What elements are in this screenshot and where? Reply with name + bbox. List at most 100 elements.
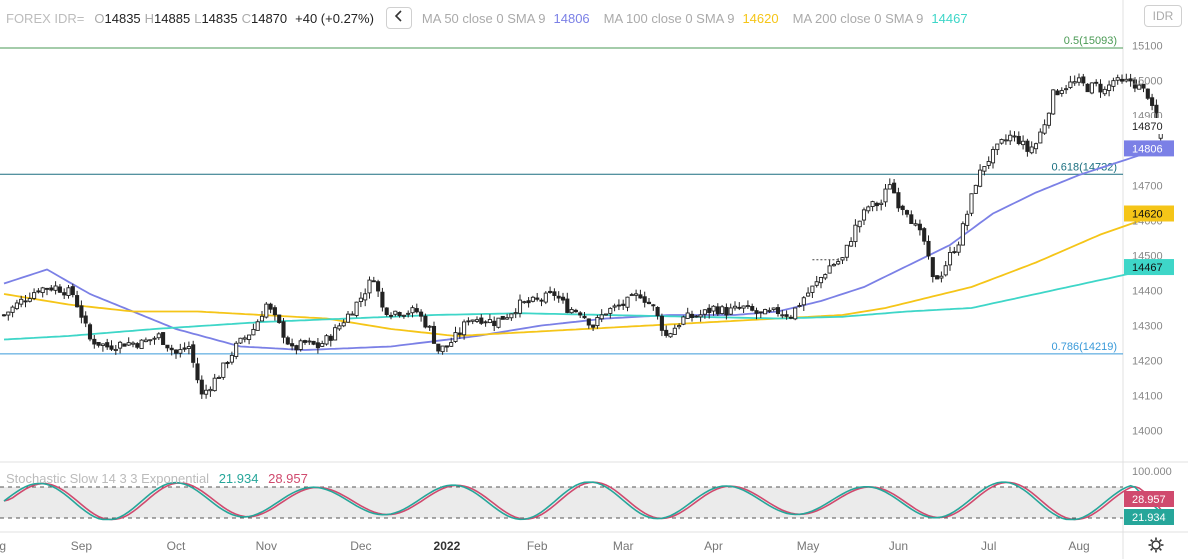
candle-body	[14, 302, 19, 310]
candle-body	[689, 313, 695, 318]
candle-body	[281, 321, 286, 338]
candle-body	[560, 296, 566, 301]
candle-body	[793, 307, 798, 320]
candle-body	[92, 338, 97, 345]
candle-body	[1081, 76, 1086, 84]
candle-body	[1064, 88, 1069, 91]
candle-body	[995, 143, 1000, 151]
candle-body	[173, 349, 179, 354]
last-price-box	[1124, 118, 1174, 134]
last-price-label: 14870	[1132, 121, 1163, 133]
candle-body	[900, 205, 905, 211]
candle-body	[573, 309, 578, 313]
candle-body	[44, 287, 50, 290]
candle-body	[750, 305, 755, 311]
candle-body	[913, 223, 918, 226]
time-label: Jul	[981, 539, 996, 553]
candle-body	[844, 244, 849, 258]
candle-body	[229, 354, 234, 363]
candle-body	[208, 388, 213, 392]
ma50-label: MA 50 close 0 SMA 9	[421, 10, 546, 26]
candle-body	[745, 305, 750, 308]
ma-line-0	[3, 147, 1161, 351]
candle-body	[552, 291, 557, 296]
candle-body	[247, 334, 252, 341]
candle-body	[100, 343, 105, 346]
candle-body	[990, 149, 996, 164]
candle-body	[1128, 78, 1133, 82]
time-axis[interactable]: Aug Sep Oct Nov Dec 2022 Feb Mar Apr May Jun Jul Aug	[0, 539, 1090, 553]
candle-body	[393, 310, 398, 315]
candle-body	[1132, 79, 1137, 89]
candle-body	[410, 307, 415, 314]
ma-price-label: 14467	[1132, 262, 1163, 274]
candle-body	[337, 325, 342, 330]
candle-body	[548, 290, 553, 293]
candle-body	[126, 342, 131, 346]
candle-body	[840, 257, 845, 261]
candle-body	[814, 281, 819, 286]
candle-body	[242, 337, 247, 340]
candle-body	[423, 315, 428, 328]
stochastic-pane: 100.000 28.957 21.934	[0, 466, 1174, 525]
ma-line-2	[3, 266, 1161, 341]
candle-body	[943, 265, 948, 276]
candle-body	[810, 285, 815, 293]
candle-body	[668, 333, 673, 338]
candle-body	[358, 297, 363, 303]
candle-body	[939, 275, 944, 279]
candle-body	[1025, 140, 1030, 152]
candle-body	[487, 319, 492, 324]
candle-body	[333, 327, 338, 341]
candle-body	[1029, 146, 1034, 154]
candle-body	[724, 307, 729, 316]
price-tick: 14400	[1132, 286, 1163, 298]
candle-body	[1124, 78, 1129, 82]
candle-body	[492, 320, 497, 327]
candle-body	[204, 389, 209, 395]
candle-body	[806, 292, 811, 297]
candle-body	[960, 223, 965, 246]
candle-body	[53, 285, 58, 291]
candle-body	[737, 306, 742, 309]
candle-body	[707, 307, 712, 313]
collapse-legend-button[interactable]	[385, 7, 412, 29]
ma50-value: 14806	[553, 10, 590, 26]
candle-body	[892, 182, 897, 194]
candle-body	[1107, 84, 1112, 91]
candle-body	[969, 193, 974, 214]
candle-body	[440, 345, 445, 353]
candle-body	[87, 324, 93, 340]
candle-body	[363, 293, 368, 301]
ma200-value: 14467	[931, 10, 968, 26]
candle-body	[578, 312, 583, 316]
candle-body	[431, 325, 437, 344]
candle-body	[354, 301, 359, 316]
candle-body	[27, 298, 32, 302]
stoch-k-line	[3, 481, 1162, 521]
candle-body	[1119, 78, 1125, 82]
candle-body	[380, 291, 385, 308]
price-tick: 15100	[1132, 41, 1163, 53]
currency-button[interactable]: IDR	[1144, 5, 1182, 27]
candle-body	[677, 325, 682, 328]
candle-body	[367, 279, 372, 294]
candle-body	[406, 312, 411, 315]
low-value: 14835	[201, 10, 238, 26]
candle-body	[1068, 81, 1073, 88]
candle-body	[376, 281, 381, 292]
candle-body	[818, 277, 824, 284]
candle-body	[556, 295, 561, 299]
candle-body	[591, 324, 596, 328]
price-axis[interactable]: 1510015000149001480014700146001450014400…	[1124, 41, 1174, 438]
candle-body	[371, 280, 376, 283]
gear-icon[interactable]	[1147, 536, 1165, 554]
candle-body	[986, 161, 991, 166]
candle-body	[797, 305, 802, 308]
candle-body	[320, 343, 325, 347]
candle-body	[268, 303, 273, 310]
candle-body	[517, 299, 523, 314]
candle-body	[109, 345, 114, 350]
candle-body	[1003, 139, 1008, 142]
